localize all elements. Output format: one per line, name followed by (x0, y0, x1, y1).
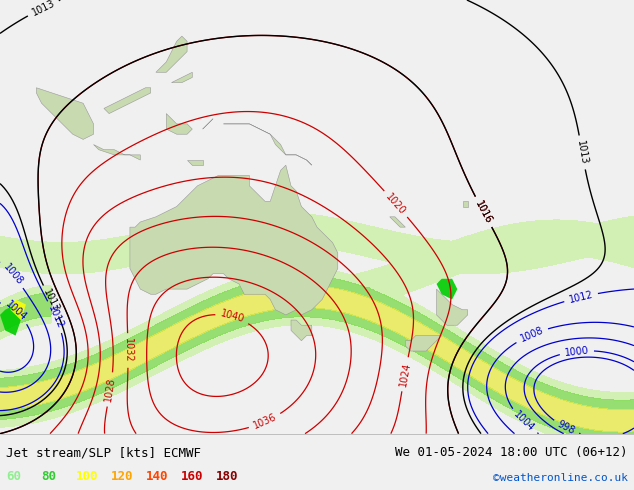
Text: 1012: 1012 (46, 303, 65, 330)
Text: 1013: 1013 (575, 140, 589, 166)
Text: 1004: 1004 (3, 299, 29, 323)
Text: 120: 120 (111, 470, 133, 483)
Polygon shape (463, 201, 468, 206)
Text: 1028: 1028 (103, 377, 117, 402)
Text: 80: 80 (41, 470, 56, 483)
Text: 998: 998 (555, 419, 576, 437)
Text: 1016: 1016 (473, 199, 494, 225)
Polygon shape (130, 165, 338, 315)
Text: 1004: 1004 (512, 410, 536, 434)
Text: 1012: 1012 (568, 290, 594, 305)
Polygon shape (0, 305, 21, 336)
Text: 1024: 1024 (398, 361, 412, 387)
Text: 140: 140 (146, 470, 168, 483)
Polygon shape (171, 73, 192, 83)
Text: 1008: 1008 (1, 262, 25, 287)
Text: 1016: 1016 (473, 199, 494, 225)
Polygon shape (291, 320, 312, 341)
Text: 1040: 1040 (219, 309, 245, 325)
Text: 160: 160 (181, 470, 203, 483)
Text: 1032: 1032 (123, 338, 133, 363)
Polygon shape (10, 299, 26, 320)
Polygon shape (223, 124, 312, 165)
Polygon shape (187, 160, 203, 165)
Polygon shape (405, 336, 442, 351)
Text: 100: 100 (76, 470, 98, 483)
Polygon shape (156, 36, 187, 73)
Text: 180: 180 (216, 470, 238, 483)
Polygon shape (36, 88, 94, 139)
Text: 1000: 1000 (564, 345, 590, 358)
Polygon shape (203, 119, 213, 129)
Text: 1036: 1036 (252, 412, 278, 431)
Text: 1013: 1013 (41, 288, 61, 314)
Polygon shape (94, 145, 140, 160)
Text: We 01-05-2024 18:00 UTC (06+12): We 01-05-2024 18:00 UTC (06+12) (395, 446, 628, 459)
Polygon shape (104, 88, 151, 114)
Polygon shape (390, 217, 405, 227)
Text: 60: 60 (6, 470, 22, 483)
Polygon shape (437, 289, 468, 325)
Text: 1013: 1013 (30, 0, 56, 18)
Text: 1008: 1008 (519, 325, 545, 344)
Text: 1020: 1020 (384, 192, 408, 217)
Polygon shape (166, 114, 192, 134)
Text: Jet stream/SLP [kts] ECMWF: Jet stream/SLP [kts] ECMWF (6, 446, 202, 459)
Text: ©weatheronline.co.uk: ©weatheronline.co.uk (493, 473, 628, 483)
Polygon shape (437, 279, 457, 299)
